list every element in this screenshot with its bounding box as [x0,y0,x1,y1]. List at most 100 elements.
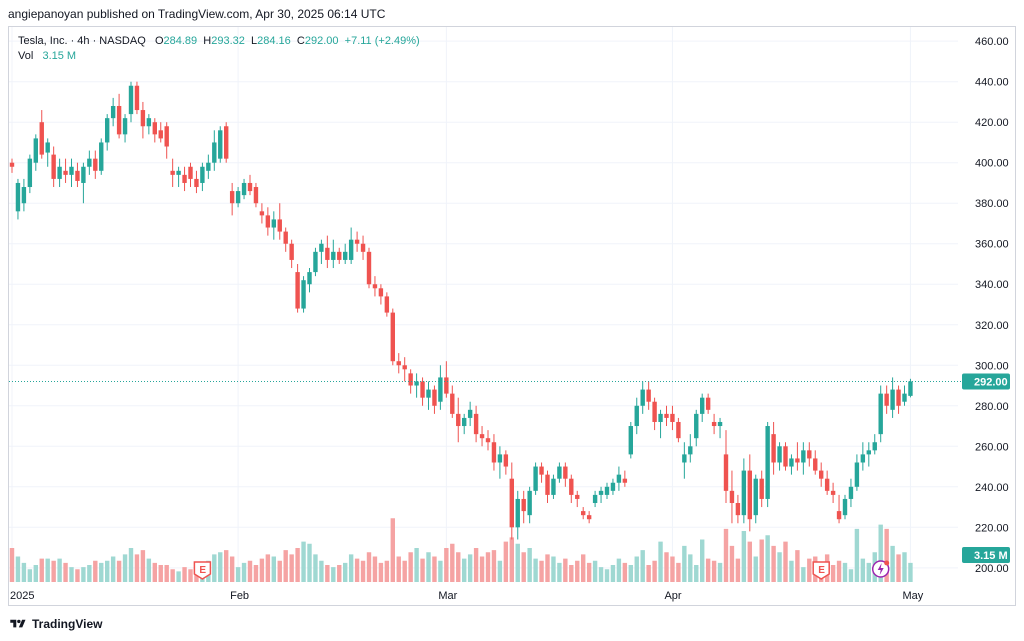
low-label: L [251,35,258,47]
volume-bar [438,560,443,582]
volume-bar [563,558,568,582]
volume-bar [15,556,21,582]
candle-body [581,511,586,516]
volume-bar [765,535,770,582]
volume-bar [551,556,556,582]
candle-body [57,166,62,179]
price-tick-label: 300.00 [975,360,1009,372]
volume-bar [128,548,134,582]
candle-body [533,466,538,491]
volume-bar [717,562,723,582]
footer-branding[interactable]: TradingView [8,617,102,631]
chart-frame [8,26,1016,606]
volume-bar [170,569,175,582]
volume-label[interactable]: Vol [18,50,34,62]
volume-bar [860,558,866,582]
candle-body [664,413,669,418]
candle-body [444,377,449,394]
candle-body [563,466,568,479]
candle-body [592,494,598,504]
time-tick-label: 2025 [10,590,34,602]
volume-bar [479,556,485,582]
candle-body [479,434,485,439]
volume-bar [854,528,860,582]
candle-body [110,105,116,119]
legend-volume-row: Vol 3.15 M [18,49,420,64]
price-tick-label: 240.00 [975,482,1009,494]
price-axis[interactable]: 200.00 220.00 240.00 260.00 280.00 300.00 320.… [962,36,1010,575]
candle-body [723,454,729,491]
volume-bar [521,552,526,582]
candle-body [467,409,473,418]
candle-body [426,389,431,398]
lightning-icon[interactable] [871,560,890,578]
candle-body [557,466,562,479]
candle-body [283,231,288,244]
candle-body [343,251,348,260]
time-axis[interactable]: 2025 Feb Mar Apr May [10,590,924,602]
candle-body [759,478,764,499]
volume-bar [771,545,776,582]
volume-bar [396,556,401,582]
last-price-tag-label: 292.00 [974,376,1008,388]
candle-body [819,470,824,479]
volume-bar [729,545,735,582]
volume-bar [586,562,592,582]
close-value: 292.00 [304,35,339,47]
candle-body [688,446,693,455]
last-volume-tag[interactable] [962,547,1010,563]
volume-bar [295,548,300,582]
volume-bar [604,569,610,582]
candle-body [146,118,152,127]
earnings-marker[interactable]: E [193,561,212,580]
candle-body [27,158,33,188]
volume-bar [426,552,431,582]
price-tick-label: 280.00 [975,401,1009,413]
candle-body [164,126,169,147]
volume-bar [467,554,473,582]
low-value: 284.16 [257,35,291,47]
volume-bar [515,543,520,582]
volume-bar [610,565,616,582]
last-price-tag[interactable] [962,373,1010,390]
candle-body [337,251,342,260]
volume-bar [658,541,663,582]
volume-bar [51,560,56,582]
candle-body [21,187,27,204]
volume-bar [694,565,699,582]
candle-body [289,243,294,260]
candle-body [188,166,193,179]
change-value: +7.11 (+2.49%) [344,35,420,47]
volume-bar [688,554,693,582]
candle-body [765,426,770,499]
open-label: O [154,35,164,47]
volume-bar [836,560,842,582]
symbol-label[interactable]: Tesla, Inc. · 4h · NASDAQ [18,35,146,47]
volume-bar [69,567,74,582]
volume-bar [277,560,282,582]
candle-body [378,288,384,297]
candle-body [105,118,110,143]
volume-bar [63,562,68,582]
candle-body [271,219,276,228]
volume-bar [9,548,15,582]
earnings-marker[interactable]: E [812,561,830,580]
volume-bar [783,541,788,582]
candle-body [569,478,574,495]
price-tick-label: 400.00 [975,158,1009,170]
candle-body [813,458,818,471]
candle-body [866,450,871,455]
volume-bar [878,524,883,582]
candle-body [729,490,735,504]
volume-bar [158,565,163,582]
volume-bar [354,558,360,582]
time-tick-label: Apr [664,590,681,602]
volume-bar [640,550,645,582]
candle-body [45,142,50,153]
volume-bar [456,552,461,582]
volume-bar [652,560,657,582]
volume-bar [503,541,509,582]
candle-body [694,413,699,439]
